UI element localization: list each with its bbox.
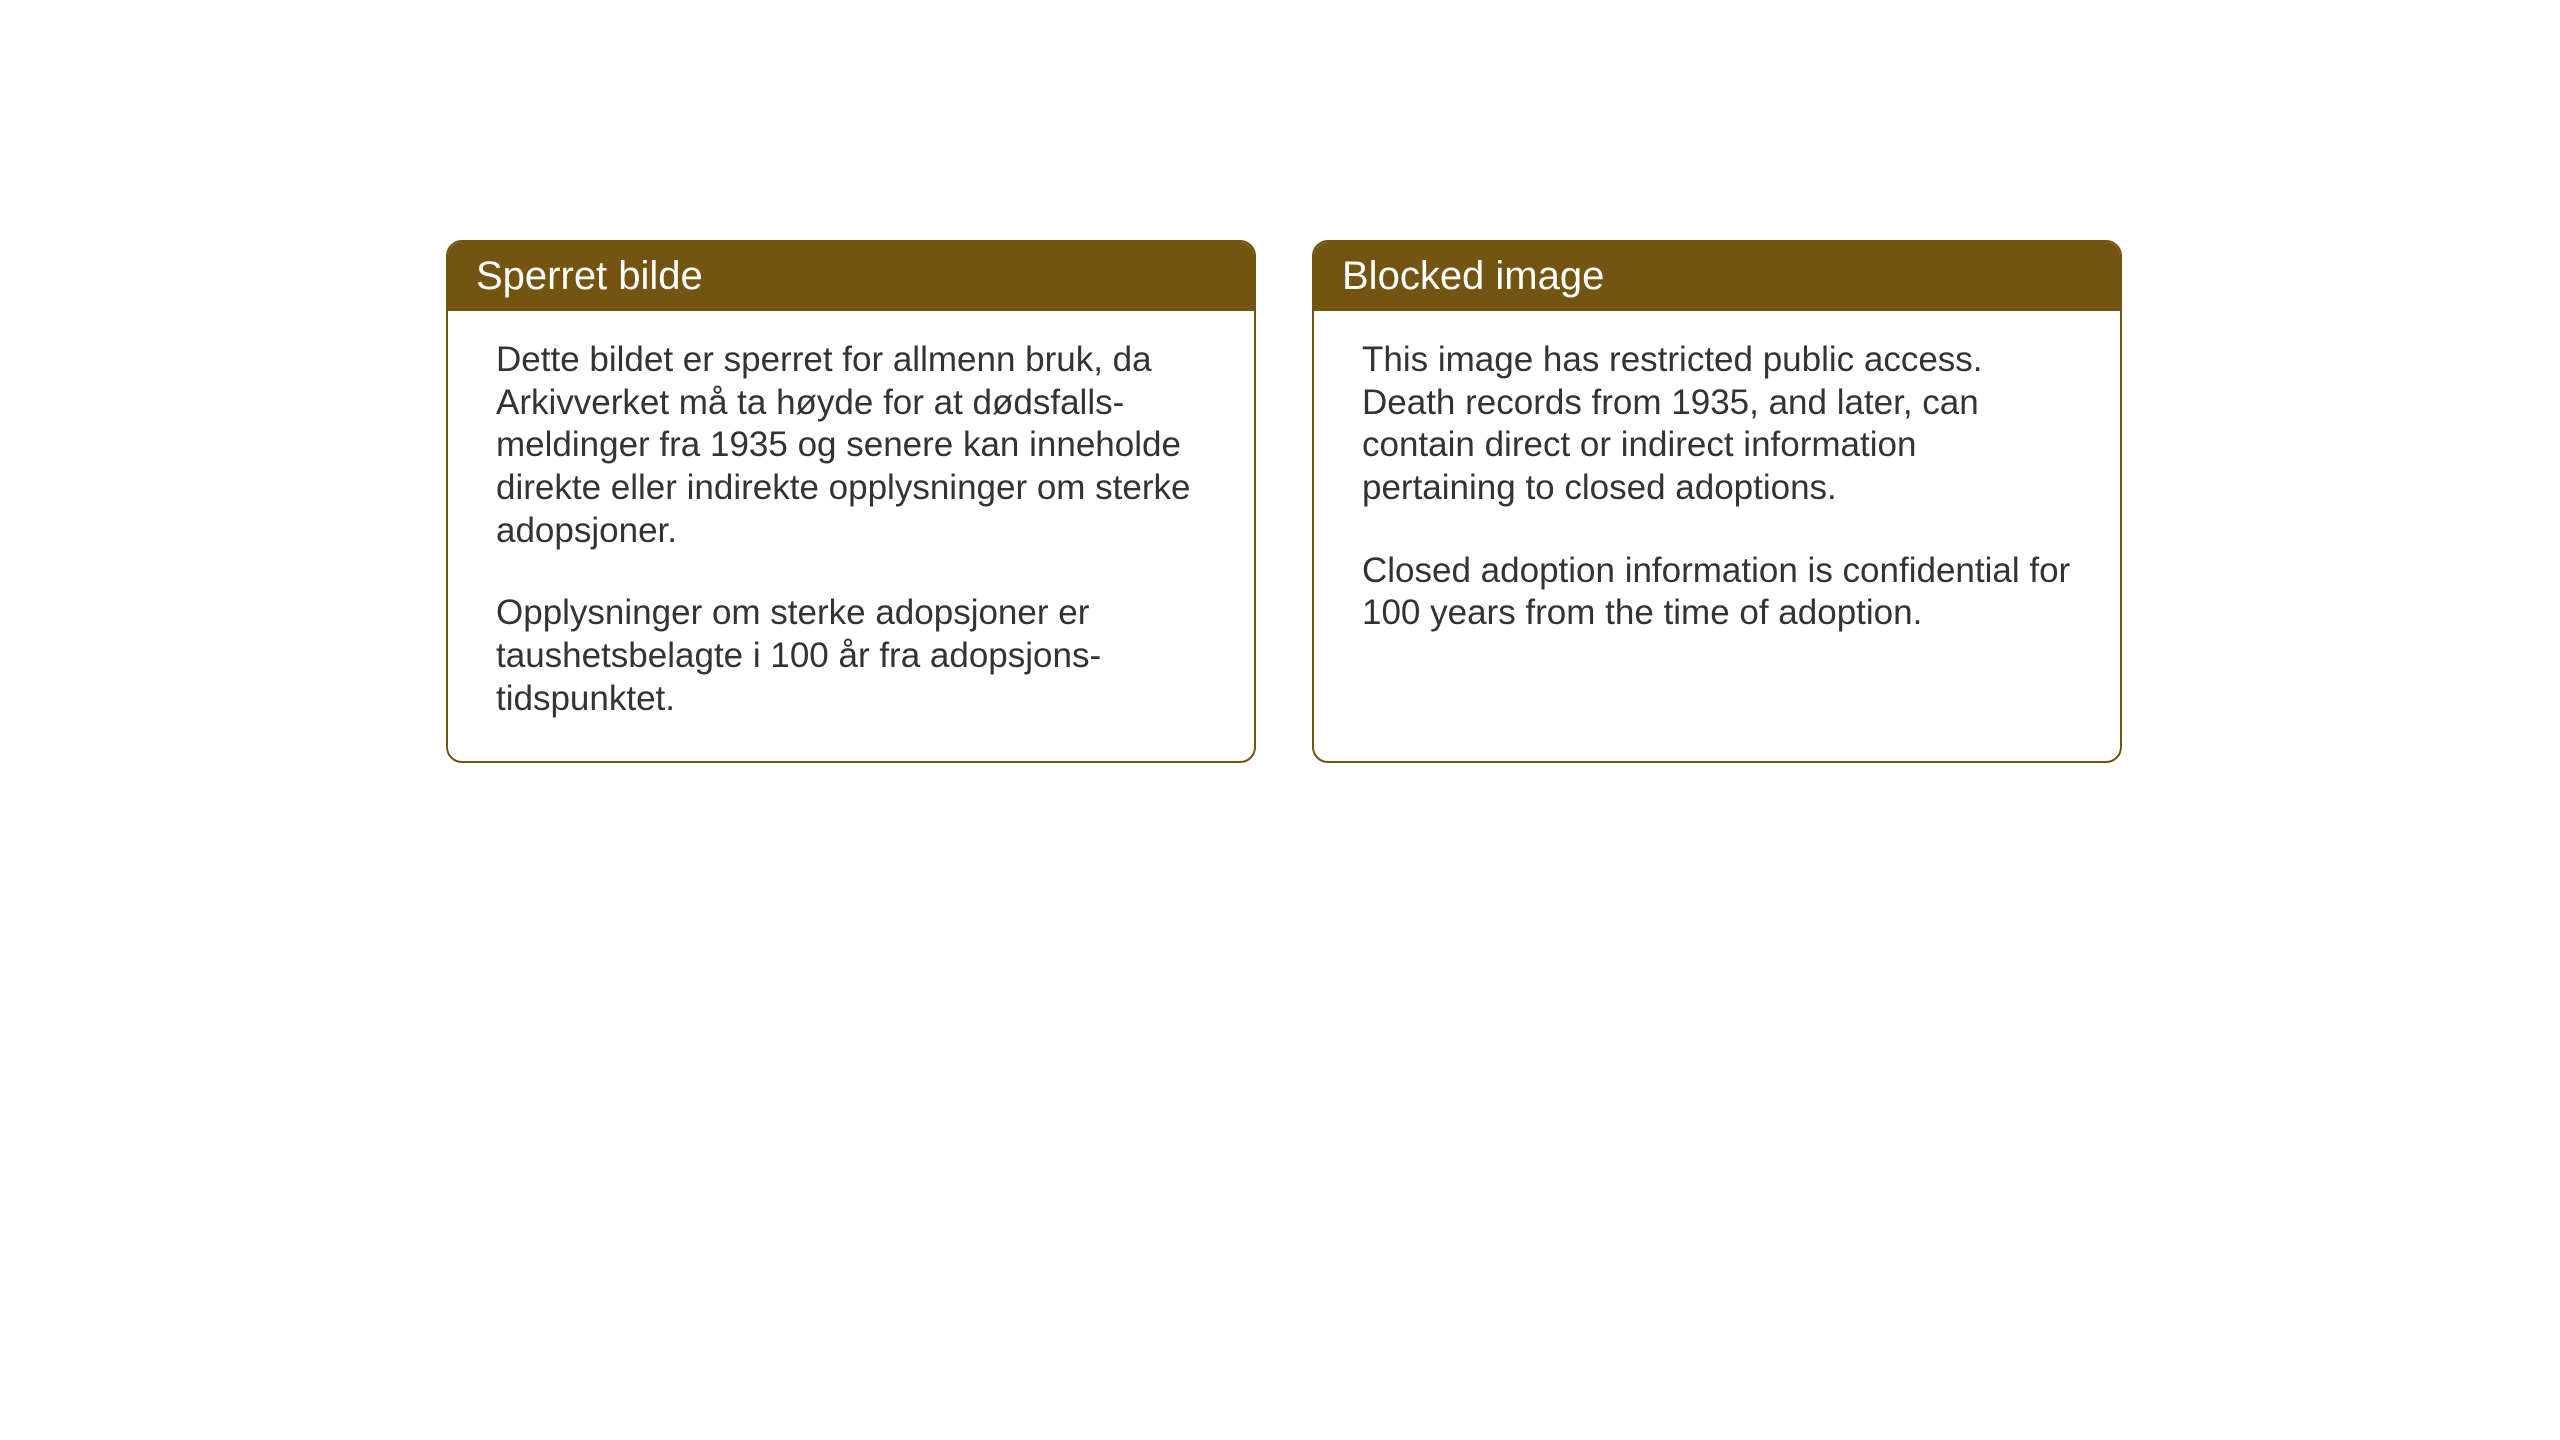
card-title-english: Blocked image [1342, 254, 1604, 298]
notice-card-norwegian: Sperret bilde Dette bildet er sperret fo… [446, 240, 1256, 763]
card-paragraph-norwegian-1: Dette bildet er sperret for allmenn bruk… [496, 339, 1206, 552]
card-paragraph-english-1: This image has restricted public access.… [1362, 339, 2072, 510]
card-header-english: Blocked image [1314, 242, 2120, 311]
card-title-norwegian: Sperret bilde [476, 254, 703, 298]
notice-card-english: Blocked image This image has restricted … [1312, 240, 2122, 763]
card-paragraph-english-2: Closed adoption information is confident… [1362, 550, 2072, 635]
card-body-norwegian: Dette bildet er sperret for allmenn bruk… [448, 311, 1254, 761]
card-paragraph-norwegian-2: Opplysninger om sterke adopsjoner er tau… [496, 592, 1206, 720]
card-header-norwegian: Sperret bilde [448, 242, 1254, 311]
notice-container: Sperret bilde Dette bildet er sperret fo… [0, 0, 2560, 763]
card-body-english: This image has restricted public access.… [1314, 311, 2120, 749]
